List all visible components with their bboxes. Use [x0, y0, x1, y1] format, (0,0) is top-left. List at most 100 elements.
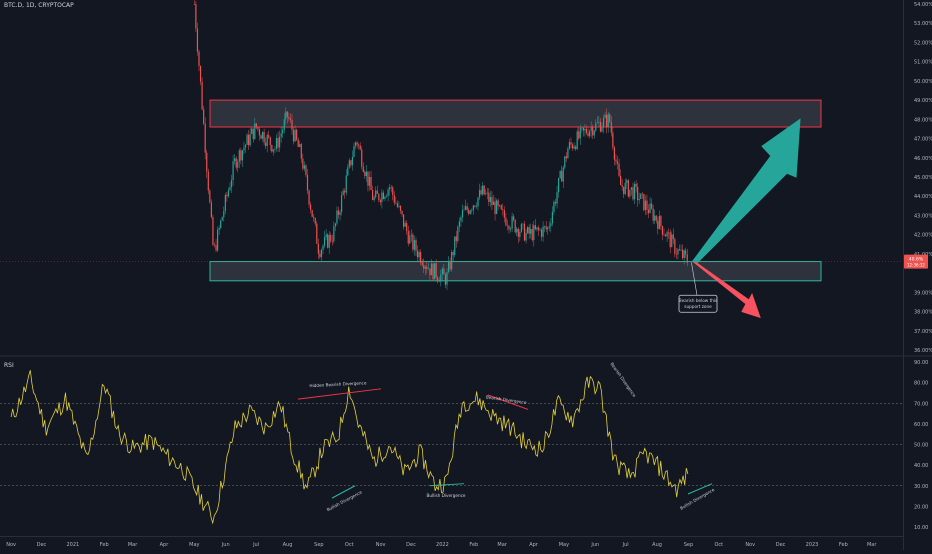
support-zone	[209, 261, 822, 282]
candle-body	[632, 187, 634, 200]
candle-body	[621, 185, 623, 187]
candle-body	[482, 185, 484, 195]
candle-body	[575, 146, 577, 150]
candle-body	[637, 186, 639, 201]
rsi-axis-tick: 80.00	[914, 381, 928, 387]
candle-body	[277, 138, 279, 148]
candle-body	[485, 193, 487, 195]
candle-body	[550, 223, 552, 227]
candle-body	[423, 265, 425, 269]
candle-body	[582, 127, 584, 131]
candle-body	[495, 200, 498, 214]
candle-body	[661, 226, 664, 235]
candle-body	[623, 186, 625, 195]
candle-body	[618, 163, 620, 176]
candle-body	[454, 236, 456, 256]
candle-body	[235, 158, 237, 168]
candle-body	[278, 136, 281, 148]
candle-body	[446, 272, 448, 285]
candle-body	[350, 160, 352, 166]
divergence-label: Hidden Bearish Divergence	[309, 380, 367, 388]
candle-body	[437, 277, 439, 281]
time-axis-label: Jul	[252, 542, 259, 548]
candle-body	[677, 249, 679, 255]
candle-body	[215, 245, 217, 251]
candle-body	[609, 114, 611, 122]
candle-body	[674, 239, 676, 254]
candle-body	[289, 118, 292, 120]
candle-body	[356, 142, 358, 145]
candle-body	[359, 145, 361, 150]
candle-body	[358, 144, 360, 146]
candle-body	[316, 223, 318, 244]
candle-body	[237, 161, 239, 168]
symbol-header: BTC.D, 1D, CRYPTOCAP	[4, 2, 74, 9]
price-axis-tick: 53.00%	[914, 21, 932, 27]
candle-body	[610, 121, 612, 133]
candle-body	[463, 209, 465, 211]
candle-body	[263, 131, 265, 143]
candle-body	[675, 253, 677, 255]
candle-body	[554, 201, 557, 204]
price-axis-tick: 39.00%	[914, 290, 932, 296]
candle-body	[292, 129, 295, 142]
candle-body	[254, 123, 256, 139]
time-axis-label: 2022	[436, 542, 449, 548]
candle-body	[514, 219, 516, 233]
time-axis-label: Dec	[776, 542, 786, 548]
candle-body	[288, 116, 290, 119]
candle-body	[393, 195, 395, 203]
time-axis-label: Jun	[221, 542, 230, 548]
candle-body	[415, 240, 417, 251]
candle-body	[602, 117, 605, 127]
time-axis-label: Feb	[100, 542, 109, 548]
candle-body	[522, 223, 524, 225]
candle-body	[596, 122, 598, 123]
candle-body	[556, 192, 558, 204]
candle-body	[451, 252, 453, 270]
candle-body	[420, 252, 422, 263]
candle-body	[528, 227, 530, 234]
candle-body	[412, 234, 414, 250]
candle-body	[299, 144, 301, 147]
time-axis-label: Feb	[839, 542, 848, 548]
candle-body	[508, 225, 510, 230]
candle-body	[196, 28, 199, 52]
candle-body	[671, 234, 673, 248]
candle-body	[251, 128, 253, 134]
callout-pointer	[691, 262, 698, 296]
candle-body	[685, 250, 687, 255]
candle-body	[260, 135, 262, 139]
candle-body	[227, 190, 230, 197]
candle-body	[203, 109, 205, 124]
candle-body	[672, 234, 674, 240]
candle-body	[468, 210, 470, 214]
candle-body	[351, 157, 354, 166]
candle-body	[449, 262, 451, 270]
candle-body	[551, 211, 553, 224]
candle-body	[680, 249, 682, 251]
candle-body	[390, 187, 392, 188]
price-axis-tick: 42.00%	[914, 233, 932, 239]
candle-body	[627, 180, 629, 197]
candle-body	[337, 210, 340, 215]
price-badge-value: 40.6%	[909, 257, 924, 263]
candle-body	[644, 200, 646, 211]
candle-body	[516, 228, 518, 233]
time-axis-label: Apr	[160, 542, 170, 548]
candle-body	[475, 206, 478, 207]
candle-body	[433, 263, 436, 280]
candle-body	[322, 245, 324, 250]
candle-body	[629, 189, 631, 197]
candle-body	[271, 145, 273, 152]
candle-body	[525, 232, 527, 241]
candle-body	[647, 209, 650, 214]
candle-body	[387, 189, 389, 196]
candle-body	[669, 232, 671, 248]
candle-body	[378, 193, 380, 201]
candle-body	[461, 210, 464, 218]
candle-body	[663, 234, 665, 236]
time-axis-label: Oct	[714, 542, 723, 548]
candle-body	[392, 187, 394, 196]
